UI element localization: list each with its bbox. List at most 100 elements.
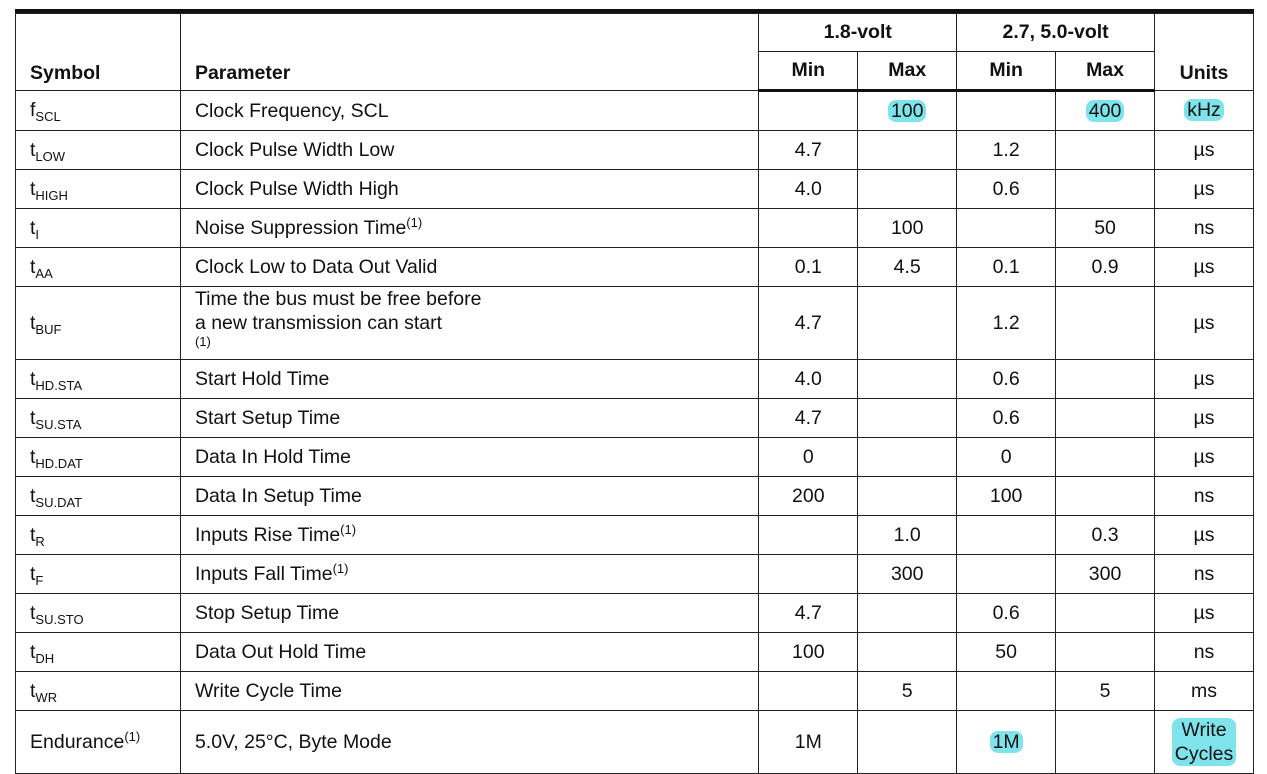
table-row-twr: tWR Write Cycle Time 5 5 ms	[15, 671, 1254, 711]
symbol-cell: tHD.STA	[15, 359, 181, 399]
units-cell: µs	[1154, 437, 1254, 477]
table-row-tlow: tLOW Clock Pulse Width Low 4.7 1.2 µs	[15, 130, 1254, 170]
min-2-7-cell: 0	[956, 437, 1057, 477]
units-cell: µs	[1154, 130, 1254, 170]
parameter-cell: Clock Low to Data Out Valid	[179, 247, 760, 287]
min-2-7-cell: 100	[956, 476, 1057, 516]
table-row-fscl: fSCL Clock Frequency, SCL 100 400 kHz	[15, 90, 1254, 131]
parameter-cell: Start Hold Time	[179, 359, 760, 399]
header-min-1-8: Min	[758, 51, 859, 92]
header-min-2-7: Min	[956, 51, 1057, 92]
max-2-7-cell	[1055, 286, 1155, 360]
symbol-cell: tR	[15, 515, 181, 555]
units-cell: µs	[1154, 286, 1254, 360]
header-max-1-8: Max	[857, 51, 958, 92]
table-row-tsu-sta: tSU.STA Start Setup Time 4.7 0.6 µs	[15, 398, 1254, 438]
min-1-8-cell	[758, 515, 859, 555]
units-cell: ms	[1154, 671, 1254, 711]
header-parameter: Parameter	[179, 13, 760, 91]
table-row-tr: tR Inputs Rise Time(1) 1.0 0.3 µs	[15, 515, 1254, 555]
max-1-8-cell	[857, 130, 958, 170]
table-row-taa: tAA Clock Low to Data Out Valid 0.1 4.5 …	[15, 247, 1254, 287]
header-row-groups: Symbol Parameter 1.8-volt 2.7, 5.0-volt …	[15, 13, 1254, 91]
units-cell: ns	[1154, 554, 1254, 594]
ac-characteristics-table: Symbol Parameter 1.8-volt 2.7, 5.0-volt …	[15, 13, 1254, 774]
parameter-cell: Stop Setup Time	[179, 593, 760, 633]
symbol-cell: tSU.STO	[15, 593, 181, 633]
symbol-cell: Endurance(1)	[15, 710, 181, 774]
min-1-8-cell	[758, 208, 859, 248]
min-2-7-cell: 50	[956, 632, 1057, 672]
parameter-cell: Data In Hold Time	[179, 437, 760, 477]
min-2-7-cell	[956, 515, 1057, 555]
table-row-ti: tI Noise Suppression Time(1) 100 50 ns	[15, 208, 1254, 248]
highlighted-value: kHz	[1184, 99, 1224, 121]
highlighted-value: 400	[1085, 99, 1125, 122]
min-2-7-cell: 1.2	[956, 286, 1057, 360]
parameter-cell: Inputs Fall Time(1)	[179, 554, 760, 594]
symbol-cell: tWR	[15, 671, 181, 711]
table-row-tbuf: tBUF Time the bus must be free before a …	[15, 286, 1254, 360]
min-1-8-cell: 200	[758, 476, 859, 516]
highlighted-value: 100	[887, 99, 927, 122]
units-cell: Write Cycles	[1154, 710, 1254, 774]
table-row-tdh: tDH Data Out Hold Time 100 50 ns	[15, 632, 1254, 672]
max-1-8-cell: 300	[857, 554, 958, 594]
min-1-8-cell: 4.0	[758, 359, 859, 399]
parameter-cell: Data In Setup Time	[179, 476, 760, 516]
max-1-8-cell	[857, 398, 958, 438]
min-1-8-cell	[758, 554, 859, 594]
min-1-8-cell: 4.7	[758, 398, 859, 438]
min-1-8-cell	[758, 671, 859, 711]
table-top-rule	[15, 9, 1254, 13]
parameter-cell: Clock Frequency, SCL	[179, 90, 760, 131]
max-2-7-cell	[1055, 398, 1155, 438]
units-cell: ns	[1154, 632, 1254, 672]
min-2-7-cell: 0.1	[956, 247, 1057, 287]
min-1-8-cell: 0	[758, 437, 859, 477]
max-1-8-cell	[857, 169, 958, 209]
table-row-endurance: Endurance(1) 5.0V, 25°C, Byte Mode 1M 1M…	[15, 710, 1254, 774]
max-1-8-cell	[857, 359, 958, 399]
table-row-tf: tF Inputs Fall Time(1) 300 300 ns	[15, 554, 1254, 594]
max-2-7-cell	[1055, 632, 1155, 672]
max-2-7-cell	[1055, 476, 1155, 516]
parameter-cell: Clock Pulse Width High	[179, 169, 760, 209]
units-cell: µs	[1154, 169, 1254, 209]
parameter-cell: Noise Suppression Time(1)	[179, 208, 760, 248]
max-2-7-cell	[1055, 169, 1155, 209]
min-2-7-cell: 0.6	[956, 169, 1057, 209]
parameter-cell: Clock Pulse Width Low	[179, 130, 760, 170]
min-2-7-cell: 0.6	[956, 359, 1057, 399]
units-cell: µs	[1154, 247, 1254, 287]
symbol-cell: tBUF	[15, 286, 181, 360]
min-1-8-cell	[758, 90, 859, 131]
header-symbol: Symbol	[15, 13, 181, 91]
max-2-7-cell	[1055, 593, 1155, 633]
table-row-thigh: tHIGH Clock Pulse Width High 4.0 0.6 µs	[15, 169, 1254, 209]
parameter-cell: Write Cycle Time	[179, 671, 760, 711]
max-1-8-cell: 5	[857, 671, 958, 711]
min-2-7-cell: 0.6	[956, 593, 1057, 633]
min-2-7-cell	[956, 90, 1057, 131]
max-1-8-cell	[857, 286, 958, 360]
symbol-cell: tHD.DAT	[15, 437, 181, 477]
min-1-8-cell: 4.7	[758, 286, 859, 360]
max-2-7-cell	[1055, 130, 1155, 170]
parameter-cell: 5.0V, 25°C, Byte Mode	[179, 710, 760, 774]
max-1-8-cell	[857, 593, 958, 633]
min-2-7-cell	[956, 671, 1057, 711]
table-row-tsu-sto: tSU.STO Stop Setup Time 4.7 0.6 µs	[15, 593, 1254, 633]
max-1-8-cell	[857, 710, 958, 774]
highlighted-value: Write Cycles	[1171, 718, 1237, 766]
table-row-thd-dat: tHD.DAT Data In Hold Time 0 0 µs	[15, 437, 1254, 477]
max-2-7-cell: 50	[1055, 208, 1155, 248]
max-1-8-cell	[857, 632, 958, 672]
table-row-thd-sta: tHD.STA Start Hold Time 4.0 0.6 µs	[15, 359, 1254, 399]
max-1-8-cell: 4.5	[857, 247, 958, 287]
highlighted-value: 1M	[989, 730, 1023, 753]
units-cell: µs	[1154, 515, 1254, 555]
symbol-cell: fSCL	[15, 90, 181, 131]
units-cell: µs	[1154, 593, 1254, 633]
min-2-7-cell: 1M	[956, 710, 1057, 774]
